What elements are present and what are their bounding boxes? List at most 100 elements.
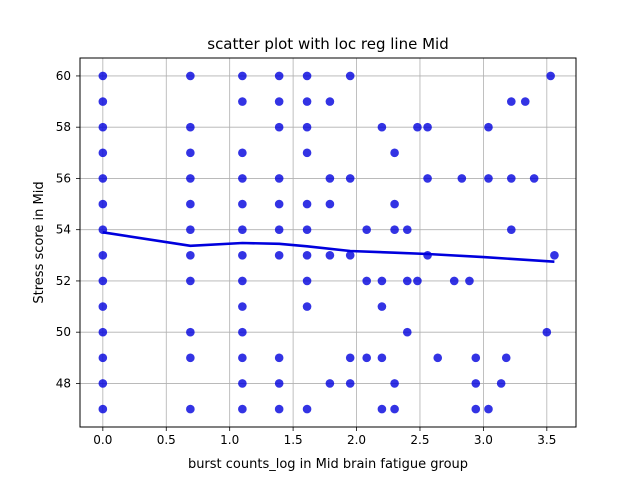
data-point <box>186 327 195 337</box>
data-point <box>390 148 399 158</box>
data-point <box>98 379 108 388</box>
data-point <box>402 327 412 337</box>
y-tick-label: 48 <box>56 376 71 390</box>
data-point <box>238 174 247 183</box>
data-point <box>345 71 355 81</box>
y-tick-label: 54 <box>56 223 71 237</box>
data-point <box>507 97 516 106</box>
data-point <box>302 251 312 260</box>
y-tick-label: 52 <box>56 274 71 288</box>
y-tick-label: 50 <box>56 325 71 339</box>
data-point <box>238 148 247 158</box>
data-point <box>471 379 481 388</box>
data-point <box>186 122 195 132</box>
y-tick-label: 60 <box>56 69 71 83</box>
data-point <box>98 71 108 81</box>
y-tick-label: 56 <box>56 171 71 185</box>
data-point <box>238 353 247 363</box>
x-tick-label: 1.0 <box>220 433 239 447</box>
data-point <box>471 353 481 363</box>
data-point <box>471 404 481 414</box>
data-point <box>302 225 312 234</box>
data-point <box>238 379 247 388</box>
data-point <box>520 97 530 106</box>
data-point <box>302 97 312 106</box>
data-point <box>423 174 432 183</box>
data-point <box>345 353 355 363</box>
data-point <box>413 276 422 286</box>
plot-frame <box>79 57 577 428</box>
data-point <box>377 404 387 414</box>
data-point <box>377 353 387 363</box>
data-point <box>274 353 284 363</box>
y-tick-label: 58 <box>56 120 71 134</box>
data-point <box>390 199 399 209</box>
data-point <box>484 122 493 132</box>
data-point <box>496 379 506 388</box>
data-point <box>274 225 284 234</box>
data-point <box>98 327 108 337</box>
data-point <box>186 174 195 183</box>
x-tick-label: 2.0 <box>347 433 366 447</box>
data-point <box>484 404 493 414</box>
data-point <box>433 353 443 363</box>
x-tick-label: 3.0 <box>474 433 493 447</box>
x-tick-label: 0.5 <box>157 433 176 447</box>
data-point <box>345 251 355 260</box>
data-point <box>274 404 284 414</box>
data-point <box>345 379 355 388</box>
data-point <box>274 122 284 132</box>
regression-line-group <box>102 231 555 263</box>
data-point <box>377 122 387 132</box>
data-point <box>325 97 335 106</box>
data-point <box>325 199 335 209</box>
data-point <box>98 122 108 132</box>
data-point <box>390 404 399 414</box>
data-point <box>274 251 284 260</box>
data-point <box>238 327 247 337</box>
data-point <box>238 251 247 260</box>
data-point <box>98 251 108 260</box>
data-point <box>238 302 247 311</box>
data-point <box>465 276 474 286</box>
data-point <box>238 97 247 106</box>
data-points <box>98 71 559 414</box>
x-axis: 0.0 0.5 1.0 1.5 2.0 2.5 3.0 3.5 <box>93 427 556 447</box>
data-point <box>457 174 467 183</box>
data-point <box>98 148 108 158</box>
regression-line <box>102 231 555 263</box>
x-tick-label: 2.5 <box>410 433 429 447</box>
data-point <box>186 353 195 363</box>
data-point <box>302 276 312 286</box>
data-point <box>529 174 539 183</box>
x-tick-label: 1.5 <box>284 433 303 447</box>
data-point <box>325 251 335 260</box>
data-point <box>274 174 284 183</box>
data-point <box>274 379 284 388</box>
data-point <box>186 404 195 414</box>
data-point <box>302 199 312 209</box>
x-tick-label: 0.0 <box>93 433 112 447</box>
data-point <box>325 379 335 388</box>
data-point <box>238 404 247 414</box>
data-point <box>390 225 399 234</box>
data-point <box>186 148 195 158</box>
data-point <box>302 404 312 414</box>
data-point <box>362 353 371 363</box>
data-point <box>377 302 387 311</box>
data-point <box>402 276 412 286</box>
data-point <box>325 174 335 183</box>
data-point <box>302 122 312 132</box>
data-point <box>98 404 108 414</box>
data-point <box>423 122 432 132</box>
data-point <box>377 276 387 286</box>
data-point <box>345 174 355 183</box>
data-point <box>302 148 312 158</box>
data-point <box>449 276 459 286</box>
data-point <box>238 71 247 81</box>
data-point <box>507 174 516 183</box>
data-point <box>484 174 493 183</box>
x-axis-label: burst counts_log in Mid brain fatigue gr… <box>188 457 468 472</box>
